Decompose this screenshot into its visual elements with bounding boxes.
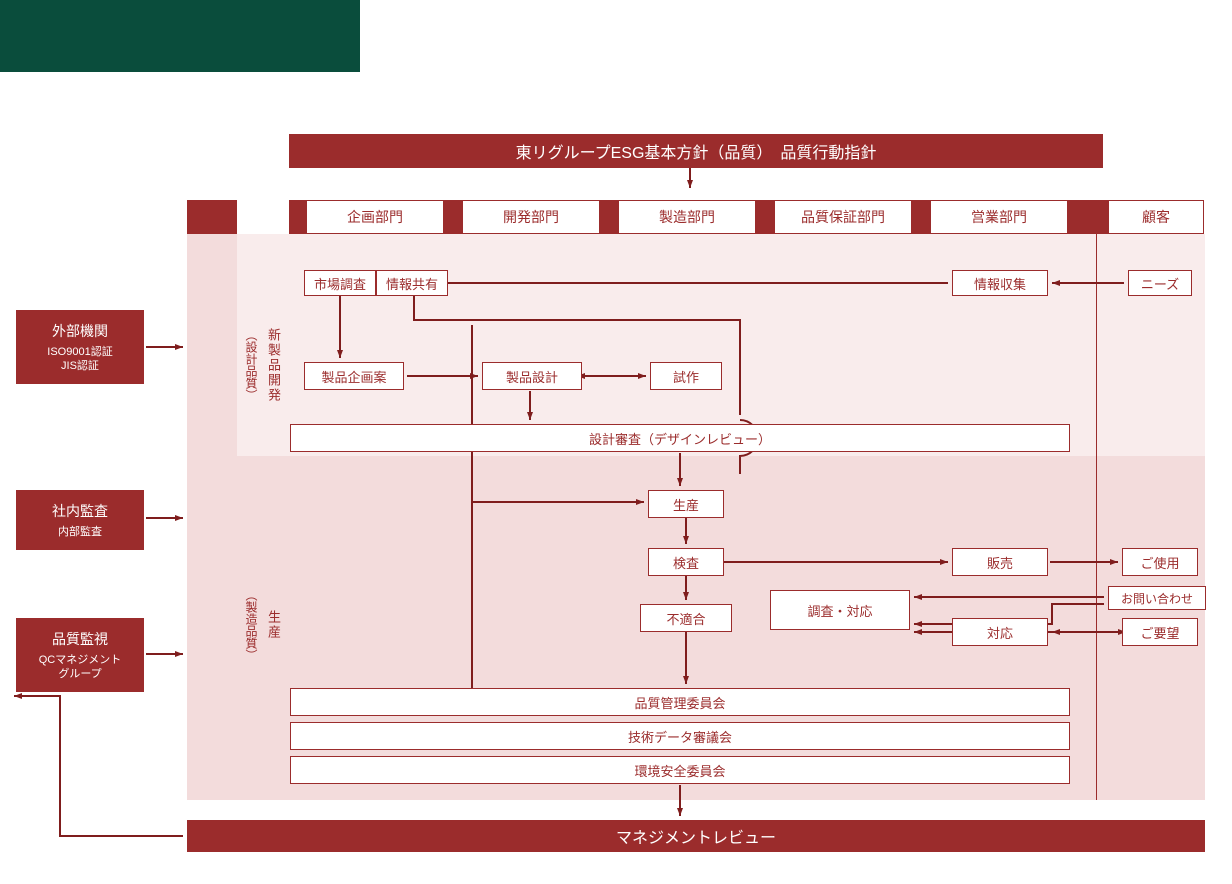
dept-header: 品質保証部門 (774, 200, 912, 234)
needs-box: ニーズ (1128, 270, 1192, 296)
dept-header: 営業部門 (930, 200, 1068, 234)
committee-box: 技術データ審議会 (290, 722, 1070, 750)
review-box: 設計審査（デザインレビュー） (290, 424, 1070, 452)
plan-box: 製品企画案 (304, 362, 404, 390)
use-box: ご使用 (1122, 548, 1198, 576)
prod-box: 生産 (648, 490, 724, 518)
vlabel: 生産（製造品質） (244, 560, 282, 690)
customer-header: 顧客 (1108, 200, 1204, 234)
infocollect-box: 情報収集 (952, 270, 1048, 296)
bg-upper (187, 234, 1205, 456)
committee-box: 環境安全委員会 (290, 756, 1070, 784)
side-box: 品質監視QCマネジメントグループ (16, 618, 144, 692)
dept-header: 開発部門 (462, 200, 600, 234)
swimlane-stripe (187, 234, 237, 800)
side-box: 社内監査内部監査 (16, 490, 144, 550)
market-box: 市場調査 (304, 270, 376, 296)
mgmt-review: マネジメントレビュー (187, 820, 1205, 852)
request-box: ご要望 (1122, 618, 1198, 646)
resp-box: 対応 (952, 618, 1048, 646)
proto-box: 試作 (650, 362, 722, 390)
inquiry-box: お問い合わせ (1108, 586, 1206, 610)
design-box: 製品設計 (482, 362, 582, 390)
nc-box: 不適合 (640, 604, 732, 632)
top-banner (0, 0, 360, 72)
side-box: 外部機関ISO9001認証JIS認証 (16, 310, 144, 384)
dept-header: 企画部門 (306, 200, 444, 234)
infoshare-box: 情報共有 (376, 270, 448, 296)
title-bar: 東リグループESG基本方針（品質） 品質行動指針 (289, 134, 1103, 168)
committee-box: 品質管理委員会 (290, 688, 1070, 716)
header-stripe (187, 200, 237, 234)
insp-box: 検査 (648, 548, 724, 576)
customer-divider (1096, 234, 1097, 800)
vlabel: 新製品開発（設計品質） (244, 300, 282, 430)
invresp-box: 調査・対応 (770, 590, 910, 630)
dept-header: 製造部門 (618, 200, 756, 234)
sales-box: 販売 (952, 548, 1048, 576)
